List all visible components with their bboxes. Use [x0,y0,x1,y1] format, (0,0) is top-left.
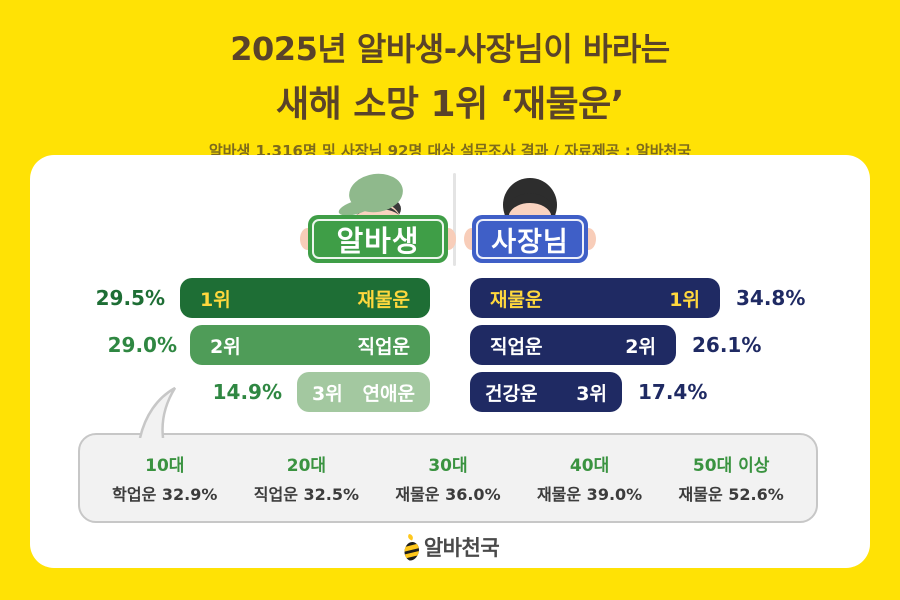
parttimer-bar1-category: 재물운 [357,288,410,311]
boss-bar1-category: 재물운 [490,288,543,311]
age-label: 50대 이상 [692,456,770,476]
parttimer-bar3-pct: 14.9% [212,380,282,404]
age-col-50s-plus: 50대 이상 재물운 52.6% [679,451,784,505]
parttimer-bar2-pct: 29.0% [107,333,177,357]
age-col-10s: 10대 학업운 32.9% [112,451,217,505]
boss-bar3-pct: 17.4% [638,380,708,404]
boss-bar1-pct: 34.8% [736,286,806,310]
boss-bar2-pct: 26.1% [692,333,762,357]
boss-sign: 사장님 [464,215,596,263]
speech-bubble-tail [138,386,177,438]
parttimer-sign: 알바생 [300,215,456,263]
boss-bar3: 건강운 3위 [470,372,622,412]
parttimer-bar2: 2위 직업운 [190,325,430,365]
age-top-wish: 재물운 52.6% [678,485,784,504]
age-top-wish: 직업운 32.5% [253,485,360,504]
parttimer-bar3-category: 연애운 [362,382,415,405]
age-label: 10대 [145,456,185,476]
parttimer-bar1-pct: 29.5% [95,286,165,310]
title-line-2: 새해 소망 1위 ‘재물운’ [276,84,624,125]
boss-bar2-rank: 2위 [625,335,656,358]
age-top-wish: 학업운 32.9% [112,485,218,504]
age-col-30s: 30대 재물운 36.0% [395,451,500,505]
age-col-40s: 40대 재물운 39.0% [537,451,642,505]
parttimer-sign-label: 알바생 [308,215,448,263]
boss-bar3-rank: 3위 [576,382,607,405]
age-label: 20대 [286,456,327,476]
header: 2025년 알바생-사장님이 바라는 새해 소망 1위 ‘재물운’ 알바생 1,… [0,24,900,161]
vertical-divider [453,173,456,266]
bee-icon [404,534,419,561]
boss-bar1-rank: 1위 [669,288,700,311]
boss-bar3-category: 건강운 [485,382,538,405]
parttimer-bar3: 3위 연애운 [297,372,430,412]
age-breakdown-bubble: 10대 학업운 32.9% 20대 직업운 32.5% 30대 재물운 36.0… [78,433,818,523]
parttimer-bar2-rank: 2위 [210,335,241,358]
title-line-1: 2025년 알바생-사장님이 바라는 [230,30,670,68]
logo-text: 알바천국 [423,536,500,560]
parttimer-bar3-rank: 3위 [312,382,343,405]
age-top-wish: 재물운 36.0% [395,485,501,504]
age-top-wish: 재물운 39.0% [536,485,643,504]
age-label: 40대 [569,456,610,476]
parttimer-bar2-category: 직업운 [357,335,410,358]
age-label: 30대 [428,456,468,476]
boss-bar2-category: 직업운 [490,335,543,358]
parttimer-bar1-rank: 1위 [200,288,231,311]
boss-bar1: 재물운 1위 [470,278,720,318]
parttimer-bar1: 1위 재물운 [180,278,430,318]
content-card: 알바생 사장님 29.5% 1위 재물운 29.0% 2위 직업운 14.9% … [30,155,870,568]
age-col-20s: 20대 직업운 32.5% [254,451,359,505]
footer-logo: 알바천국 [30,532,870,562]
boss-sign-label: 사장님 [472,215,588,263]
boss-bar2: 직업운 2위 [470,325,676,365]
